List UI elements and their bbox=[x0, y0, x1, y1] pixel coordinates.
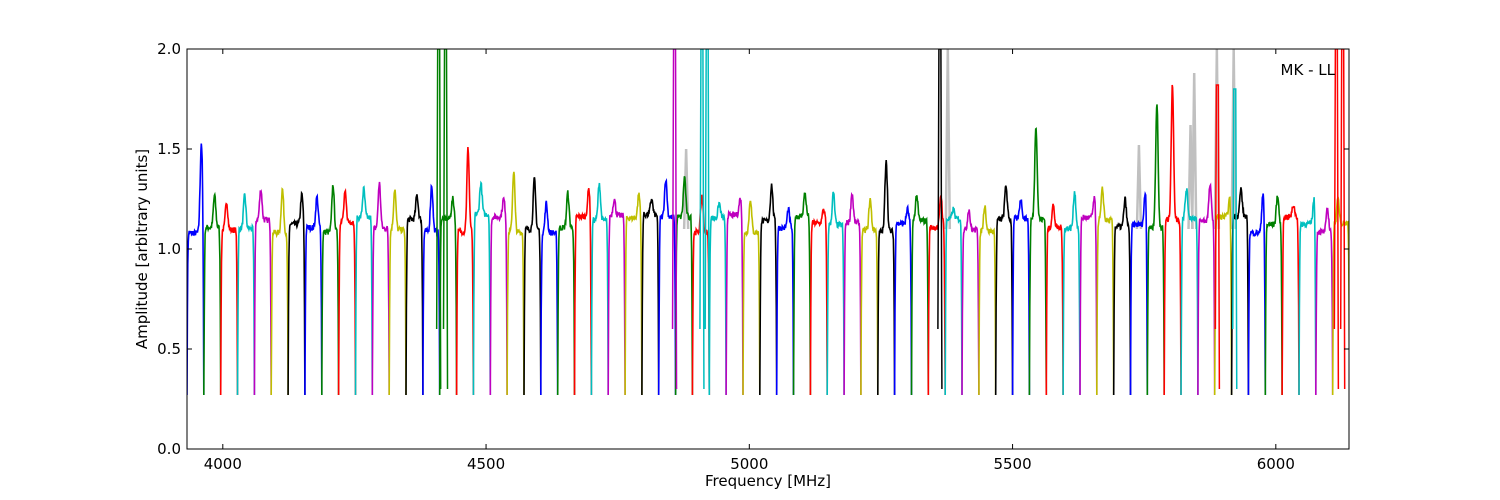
spectral-window-46 bbox=[961, 209, 980, 396]
axis-ticks: 4000 4500 5000 5500 6000 0.0 0.5 1.0 1.5 2.0 bbox=[157, 40, 1349, 473]
x-tick-label: 6000 bbox=[1257, 455, 1295, 473]
spectral-window-22 bbox=[556, 190, 576, 396]
spectral-window-45 bbox=[944, 206, 963, 396]
spectral-window-2 bbox=[219, 202, 239, 396]
spectral-window-43 bbox=[910, 195, 930, 396]
spectral-window-54 bbox=[1096, 186, 1115, 396]
y-tick-label: 0.5 bbox=[157, 340, 181, 358]
spectral-window-42 bbox=[893, 203, 913, 396]
spectral-window-20 bbox=[523, 177, 542, 396]
spectral-window-29 bbox=[674, 176, 694, 396]
spectral-window-34 bbox=[759, 183, 778, 396]
spectral-window-56 bbox=[1129, 191, 1149, 396]
spectral-window-24 bbox=[590, 182, 609, 396]
spectral-window-58 bbox=[1163, 84, 1182, 396]
spectral-window-64 bbox=[1264, 195, 1283, 396]
rfi-spike bbox=[1214, 84, 1221, 390]
rfi-spike bbox=[699, 49, 705, 390]
y-tick-label: 0.0 bbox=[157, 440, 181, 458]
spectral-window-12 bbox=[388, 189, 407, 396]
rfi-spike bbox=[442, 49, 449, 390]
spectral-window-31 bbox=[708, 201, 727, 396]
spectral-window-26 bbox=[624, 192, 643, 396]
spectral-window-11 bbox=[371, 181, 390, 396]
x-tick-label: 5500 bbox=[993, 455, 1031, 473]
spectral-window-47 bbox=[978, 205, 997, 396]
spectral-window-23 bbox=[573, 188, 593, 396]
rfi-spike bbox=[671, 49, 678, 390]
spectral-window-16 bbox=[455, 147, 475, 396]
series-group bbox=[187, 49, 1349, 396]
x-tick-label: 4000 bbox=[204, 455, 242, 473]
x-tick-label: 4500 bbox=[467, 455, 505, 473]
spectral-window-57 bbox=[1146, 104, 1165, 396]
spectral-window-61 bbox=[1213, 196, 1233, 396]
flagged-spike bbox=[944, 49, 952, 230]
spectral-window-49 bbox=[1011, 199, 1031, 396]
spectral-window-0 bbox=[187, 143, 205, 396]
x-tick-label: 5000 bbox=[730, 455, 768, 473]
spectral-window-25 bbox=[607, 198, 626, 396]
spectral-window-4 bbox=[253, 188, 272, 396]
spectral-window-15 bbox=[438, 195, 458, 396]
spectral-window-18 bbox=[489, 196, 508, 396]
spectral-window-33 bbox=[742, 200, 761, 396]
flagged-spike bbox=[1135, 144, 1143, 230]
y-axis-label: Amplitude [arbitrary units] bbox=[133, 149, 151, 349]
spectral-window-21 bbox=[540, 200, 559, 396]
spectral-window-62 bbox=[1230, 187, 1250, 396]
rfi-spike bbox=[1339, 49, 1346, 390]
rfi-spike bbox=[937, 49, 943, 390]
spectral-window-27 bbox=[641, 198, 660, 396]
y-tick-label: 2.0 bbox=[157, 40, 181, 58]
spectral-window-17 bbox=[472, 180, 492, 396]
y-tick-label: 1.0 bbox=[157, 240, 181, 258]
flagged-data bbox=[682, 49, 1237, 230]
spectral-window-67 bbox=[1315, 207, 1334, 396]
spectral-window-39 bbox=[843, 191, 862, 396]
rfi-spike bbox=[1232, 88, 1238, 390]
spectral-window-19 bbox=[506, 171, 525, 396]
rfi-spike bbox=[1333, 49, 1340, 390]
spectral-window-63 bbox=[1247, 193, 1267, 396]
spectral-window-13 bbox=[405, 194, 424, 396]
spectral-window-32 bbox=[725, 197, 744, 396]
baseline-annotation: MK - LL bbox=[1281, 61, 1336, 79]
spectral-window-53 bbox=[1079, 195, 1098, 396]
spectral-window-8 bbox=[321, 185, 340, 396]
spectral-window-44 bbox=[927, 195, 946, 396]
spectral-window-66 bbox=[1298, 197, 1317, 396]
flagged-spike bbox=[1230, 49, 1237, 230]
x-axis-label: Frequency [MHz] bbox=[705, 472, 831, 490]
spectral-window-3 bbox=[236, 193, 256, 396]
plot-frame bbox=[186, 48, 1350, 450]
spectral-window-40 bbox=[860, 197, 879, 396]
rfi-spike bbox=[704, 49, 710, 390]
spectral-window-5 bbox=[270, 187, 289, 396]
spectral-window-37 bbox=[809, 208, 828, 396]
spectral-window-35 bbox=[775, 206, 795, 396]
flagged-spike bbox=[1190, 72, 1198, 230]
spectral-window-51 bbox=[1045, 203, 1064, 396]
spectral-window-36 bbox=[792, 192, 812, 396]
spectral-window-38 bbox=[826, 191, 845, 396]
spectral-window-59 bbox=[1180, 188, 1199, 396]
spectral-window-41 bbox=[877, 160, 896, 396]
flagged-spike bbox=[682, 148, 690, 230]
spectral-window-1 bbox=[203, 191, 222, 396]
spectral-window-52 bbox=[1062, 191, 1081, 396]
spectral-window-60 bbox=[1197, 182, 1216, 396]
spectral-window-48 bbox=[994, 185, 1014, 396]
spectral-window-55 bbox=[1112, 196, 1132, 396]
spectral-window-6 bbox=[287, 190, 306, 396]
spectral-window-65 bbox=[1281, 205, 1300, 396]
rfi-spike bbox=[435, 49, 442, 390]
spectral-window-10 bbox=[354, 185, 374, 396]
spectral-window-9 bbox=[337, 187, 357, 396]
y-tick-label: 1.5 bbox=[157, 140, 181, 158]
spectral-window-50 bbox=[1028, 127, 1048, 396]
spectral-window-7 bbox=[304, 193, 323, 396]
